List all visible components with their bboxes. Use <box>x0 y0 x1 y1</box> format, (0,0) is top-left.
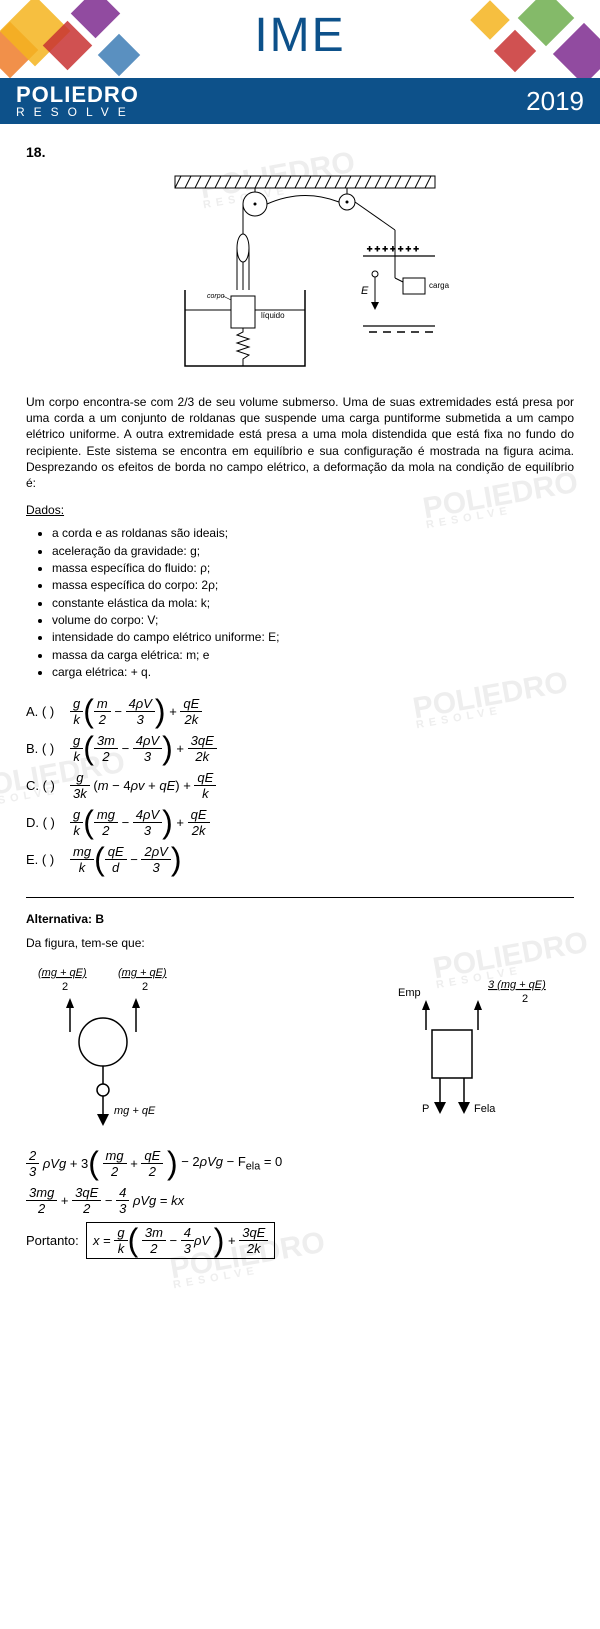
dado-item: intensidade do campo elétrico uniforme: … <box>52 629 574 646</box>
question-prompt: Um corpo encontra-se com 2/3 de seu volu… <box>26 394 574 491</box>
brand-band: POLIEDRO RESOLVE 2019 <box>0 78 600 124</box>
svg-text:3 (mg + qE): 3 (mg + qE) <box>488 979 546 991</box>
free-body-diagrams: (mg + qE) 2 (mg + qE) 2 mg + qE Emp 3 (m… <box>26 962 574 1132</box>
equation-2: 3mg2 + 3qE2 − 43 ρVg = kx <box>26 1185 574 1216</box>
svg-text:+ + + + + + +: + + + + + + + <box>367 244 419 254</box>
svg-text:mg + qE: mg + qE <box>114 1105 156 1117</box>
answer-intro: Da figura, tem-se que: <box>26 936 574 950</box>
dado-item: volume do corpo: V; <box>52 612 574 629</box>
alt-b: B. ( ) gk ( 3m2 − 4ρV3 ) + 3qE2k <box>26 733 574 764</box>
fig-label-E: E <box>361 285 369 297</box>
alt-d: D. ( ) gk ( mg2 − 4ρV3 ) + qE2k <box>26 807 574 838</box>
fbd-body: Emp 3 (mg + qE) 2 P Fela <box>372 962 572 1132</box>
equation-1: 23 ρVg + 3 ( mg2 + qE2 ) − 2ρVg − Fela =… <box>26 1148 574 1179</box>
alt-label: E. ( ) <box>26 852 70 867</box>
svg-text:(mg + qE): (mg + qE) <box>118 967 167 979</box>
brand-logo: POLIEDRO RESOLVE <box>16 84 139 118</box>
dado-item: constante elástica da mola: k; <box>52 595 574 612</box>
svg-text:2: 2 <box>62 981 68 993</box>
dados-heading: Dados: <box>26 503 574 517</box>
alt-label: C. ( ) <box>26 778 70 793</box>
alternatives: A. ( ) gk ( m2 − 4ρV3 ) + qE2k B. ( ) gk… <box>26 696 574 875</box>
year: 2019 <box>526 86 584 117</box>
question-number: 18. <box>26 144 574 160</box>
question-figure: corpo líquido + + + + + + + carga E <box>26 170 574 380</box>
alt-label: D. ( ) <box>26 815 70 830</box>
exam-title-text: IME <box>254 9 345 62</box>
fig-label-corpo: corpo <box>207 293 225 300</box>
portanto-label: Portanto: <box>26 1233 79 1248</box>
separator <box>26 897 574 898</box>
alt-label: A. ( ) <box>26 704 70 719</box>
svg-text:P: P <box>422 1103 429 1115</box>
dado-item: massa da carga elétrica: m; e <box>52 647 574 664</box>
alt-a: A. ( ) gk ( m2 − 4ρV3 ) + qE2k <box>26 696 574 727</box>
svg-text:2: 2 <box>142 981 148 993</box>
svg-text:2: 2 <box>522 993 528 1005</box>
alt-label: B. ( ) <box>26 741 70 756</box>
alt-c: C. ( ) g3k (m − 4ρv + qE) + qEk <box>26 770 574 801</box>
dado-item: massa específica do corpo: 2ρ; <box>52 577 574 594</box>
svg-text:Fela: Fela <box>474 1103 496 1115</box>
brand-top: POLIEDRO <box>16 84 139 106</box>
answer-heading: Alternativa: B <box>26 912 574 926</box>
dado-item: massa específica do fluido: ρ; <box>52 560 574 577</box>
svg-text:Emp: Emp <box>398 987 421 999</box>
dado-item: a corda e as roldanas são ideais; <box>52 525 574 542</box>
fig-label-liquido: líquido <box>261 311 285 320</box>
brand-bottom: RESOLVE <box>16 106 139 118</box>
header-decor: IME <box>0 0 600 78</box>
dado-item: aceleração da gravidade: g; <box>52 543 574 560</box>
dados-list: a corda e as roldanas são ideais; aceler… <box>52 525 574 682</box>
fbd-pulley: (mg + qE) 2 (mg + qE) 2 mg + qE <box>28 962 198 1132</box>
equation-final: Portanto: x = gk ( 3m2 − 43 ρV ) + 3qE2k <box>26 1222 574 1259</box>
svg-text:(mg + qE): (mg + qE) <box>38 967 87 979</box>
alt-e: E. ( ) mgk ( qEd − 2ρV3 ) <box>26 844 574 875</box>
dado-item: carga elétrica: + q. <box>52 664 574 681</box>
fig-label-carga: carga <box>429 281 450 290</box>
